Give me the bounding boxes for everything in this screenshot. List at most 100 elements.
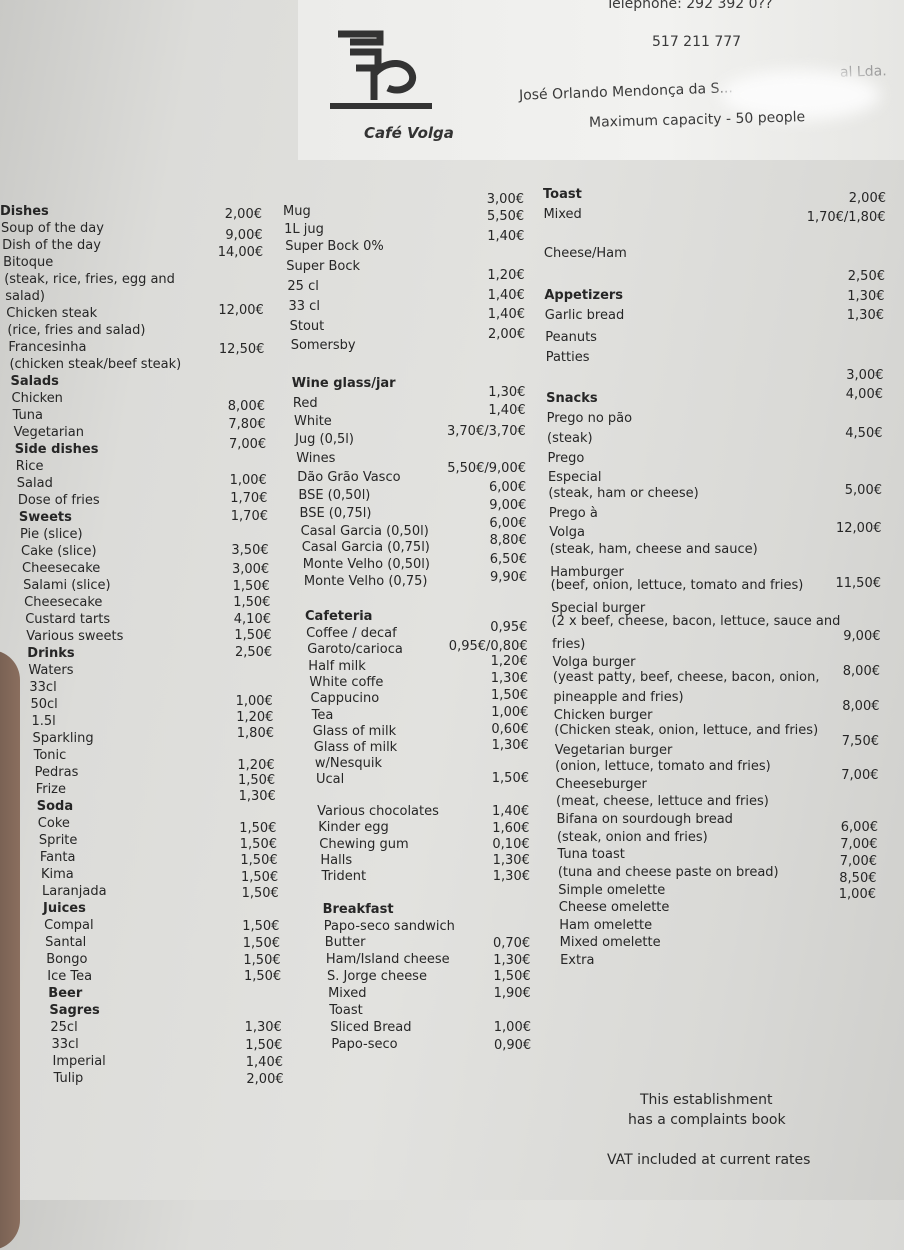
menu-item-price: 1,50€: [242, 936, 280, 951]
menu-item-label: 33cl: [29, 680, 57, 695]
menu-item-price: 4,00€: [845, 387, 883, 402]
menu-item-price: 2,00€: [487, 327, 526, 342]
menu-item-price: 0,90€: [493, 1038, 532, 1053]
menu-item-price: 5,50€/9,00€: [447, 461, 526, 476]
menu-item-price: 6,00€: [489, 516, 527, 531]
hand-holding-menu: [0, 650, 20, 1250]
menu-item-price: 3,00€: [846, 368, 884, 383]
menu-item-label: 33cl: [51, 1037, 79, 1052]
menu-item-label: (yeast patty, beef, cheese, bacon, onion…: [552, 670, 820, 685]
menu-item-label: Dão Grão Vasco: [297, 470, 401, 485]
menu-item-price: 1,30€: [846, 308, 884, 323]
menu-section-heading: Side dishes: [14, 442, 99, 457]
menu-item-label: Soup of the day: [1, 221, 104, 236]
menu-item-label: Sparkling: [32, 731, 94, 746]
menu-item-price: 1,00€: [235, 694, 273, 709]
menu-item-price: 12,00€: [218, 303, 264, 318]
complaints-line-2: has a complaints book: [628, 1112, 786, 1128]
menu-item-price: 1,30€: [492, 853, 530, 868]
menu-item-price: 0,60€: [491, 722, 529, 737]
menu-item-price: 4,10€: [233, 612, 271, 627]
menu-item-price: 14,00€: [217, 245, 264, 260]
menu-section-heading: Juices: [43, 901, 86, 916]
menu-item-price: 1,50€: [241, 886, 279, 901]
menu-item-label: Papo-seco sandwich: [323, 919, 455, 934]
menu-section-heading: Cafeteria: [305, 609, 373, 624]
menu-item-price: 8,00€: [842, 699, 880, 714]
menu-item-label: Wines: [296, 451, 336, 466]
menu-item-label: Trident: [321, 869, 367, 884]
menu-item-price: 8,00€: [227, 399, 265, 414]
menu-item-price: 2,00€: [246, 1072, 284, 1087]
menu-item-price: 1,50€: [243, 969, 282, 984]
menu-item-label: Rice: [15, 459, 44, 474]
menu-item-price: 1,50€: [240, 870, 279, 885]
menu-item-label: Red: [292, 396, 318, 411]
menu-item-price: 1,50€: [245, 1038, 283, 1053]
menu-item-price: 4,50€: [845, 426, 883, 441]
menu-item-price: 0,10€: [492, 837, 530, 852]
menu-item-label: 1.5l: [31, 714, 56, 729]
menu-item-label: Dish of the day: [2, 238, 101, 253]
menu-item-price: 0,95€/0,80€: [448, 639, 528, 654]
menu-item-price: 1,50€: [239, 821, 277, 836]
menu-section-heading: Salads: [10, 374, 59, 389]
menu-item-label: Custard tarts: [25, 612, 111, 627]
menu-item-price: 7,00€: [841, 768, 879, 783]
menu-section-heading: Drinks: [27, 646, 75, 661]
menu-section-heading: Sagres: [49, 1003, 100, 1018]
menu-item-label: Volga: [549, 525, 585, 540]
menu-item-label: Kima: [40, 867, 74, 882]
menu-item-price: 7,00€: [228, 437, 267, 452]
menu-item-label: Cheesecake: [24, 595, 103, 610]
menu-item-label: Cheese omelette: [558, 900, 670, 915]
menu-item-price: 1,30€: [244, 1020, 282, 1035]
menu-item-label: Mug: [283, 204, 311, 219]
menu-item-label: Bifana on sourdough bread: [556, 812, 733, 827]
menu-item-label: (steak, ham, cheese and sauce): [549, 542, 758, 557]
menu-item-label: Stout: [289, 319, 325, 334]
menu-item-price: 1,50€: [237, 773, 276, 788]
menu-item-label: (onion, lettuce, tomato and fries): [555, 759, 771, 774]
menu-item-label: Mixed omelette: [559, 935, 661, 950]
menu-item-price: 2,50€: [847, 269, 885, 284]
menu-item-label: Laranjada: [42, 884, 107, 899]
menu-item-price: 1,90€: [493, 986, 531, 1001]
menu-item-price: 7,50€: [841, 734, 879, 749]
menu-item-label: Coffee / decaf: [306, 626, 397, 641]
menu-item-price: 1,40€: [487, 229, 525, 244]
menu-item-label: fries): [552, 637, 586, 652]
menu-item-label: Special burger: [551, 601, 646, 616]
menu-item-label: Casal Garcia (0,75l): [301, 540, 430, 555]
menu-item-price: 1,20€: [236, 710, 274, 725]
menu-section-heading: Snacks: [546, 391, 598, 406]
menu-item-label: Prego no pão: [546, 411, 633, 426]
menu-item-label: Cheese/Ham: [543, 246, 627, 261]
menu-item-label: Pie (slice): [19, 527, 83, 542]
menu-item-label: Tea: [311, 708, 334, 723]
menu-section-heading: Toast: [543, 187, 582, 202]
menu-item-price: 6,00€: [840, 820, 878, 835]
menu-item-price: 9,00€: [489, 498, 527, 513]
menu-item-price: 1,50€: [239, 837, 277, 852]
menu-item-label: Jug (0,5l): [295, 432, 354, 447]
menu-item-label: Ham omelette: [559, 918, 653, 933]
menu-item-label: Papo-seco: [331, 1037, 398, 1052]
menu-item-label: Cake (slice): [21, 544, 97, 559]
menu-item-price: 9,00€: [843, 629, 881, 644]
menu-item-label: Simple omelette: [558, 883, 666, 898]
vat-note: VAT included at current rates: [607, 1152, 811, 1168]
menu-item-label: Prego: [547, 451, 585, 466]
menu-item-label: Santal: [45, 935, 87, 950]
menu-item-price: 3,50€: [231, 543, 269, 558]
menu-item-label: Tuna: [12, 408, 44, 423]
menu-item-label: Tonic: [33, 748, 67, 763]
menu-item-label: Sprite: [38, 833, 78, 848]
menu-item-price: 1,50€: [233, 595, 271, 610]
menu-item-label: (steak, ham or cheese): [548, 486, 699, 501]
menu-item-label: Kinder egg: [318, 820, 389, 835]
menu-item-price: 1,60€: [492, 821, 530, 836]
menu-item-label: Bitoque: [3, 255, 54, 270]
menu-item-label: Ice Tea: [47, 969, 93, 984]
menu-item-label: Mixed: [328, 986, 367, 1001]
